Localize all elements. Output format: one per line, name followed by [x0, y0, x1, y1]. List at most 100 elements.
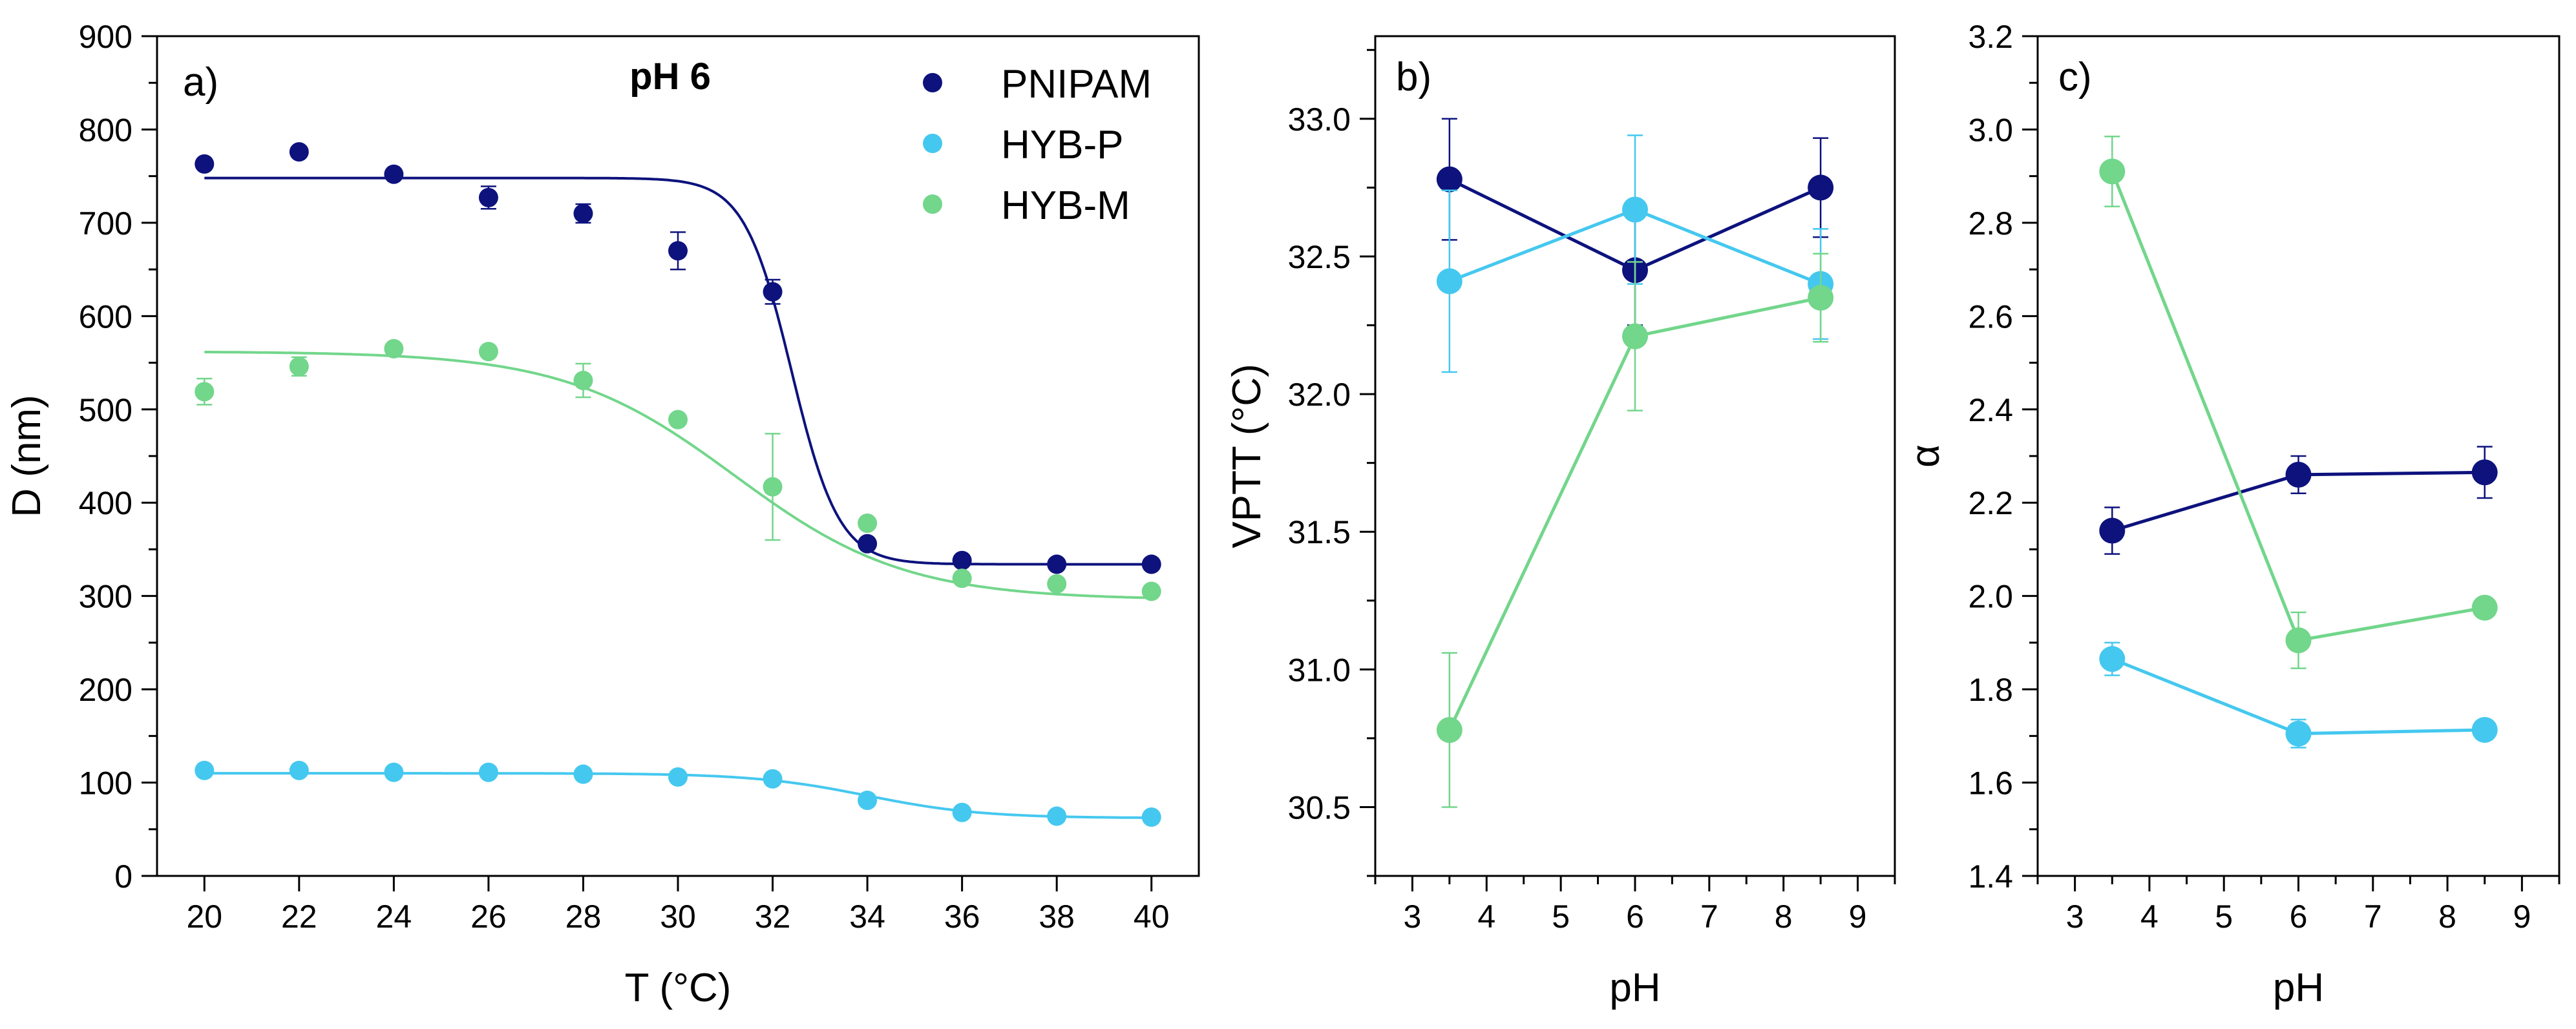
x-axis-title: T (°C) — [625, 966, 732, 1010]
data-point — [478, 762, 498, 782]
series-hyb-m — [1436, 253, 1834, 808]
data-point — [573, 203, 593, 223]
y-tick-label: 31.0 — [1288, 652, 1351, 688]
y-tick-label: 900 — [79, 19, 132, 55]
y-tick-label: 700 — [79, 205, 132, 242]
x-tick-label: 7 — [1700, 899, 1718, 935]
data-point — [858, 791, 878, 810]
data-point — [384, 762, 404, 782]
data-point — [289, 357, 309, 377]
x-tick-label: 4 — [1477, 899, 1495, 935]
data-point — [573, 764, 593, 784]
y-tick-label: 2.0 — [1968, 579, 2013, 615]
data-point — [668, 767, 688, 787]
x-tick-label: 7 — [2364, 899, 2382, 935]
chart-panel-1: 20 22 24 26 28 30 32 34 36 38 40010020030040050060… — [5, 19, 1200, 1010]
y-tick-label: 1.8 — [1968, 672, 2013, 708]
ph-annotation: pH 6 — [629, 56, 711, 98]
x-tick-label: 24 — [376, 899, 412, 935]
data-point — [1436, 268, 1462, 295]
x-tick-label: 26 — [470, 899, 507, 935]
chart-panel-2: 3 4 5 6 7 8 9 30.5 31.0 31.5 32.0 32.5 33.0 pH VPTT (°… — [1225, 35, 1896, 1010]
y-tick-label: 800 — [79, 112, 132, 148]
x-tick-label: 9 — [1849, 899, 1867, 935]
y-tick-label: 32.5 — [1288, 239, 1351, 275]
data-point — [1047, 574, 1067, 594]
legend-label: HYB-M — [1001, 183, 1130, 228]
fit-curve — [204, 351, 1152, 599]
x-tick-label: 5 — [1552, 899, 1570, 935]
data-point — [289, 142, 309, 162]
data-point — [2285, 461, 2312, 488]
panel-label: a) — [183, 60, 218, 105]
series-hyb-p — [2099, 641, 2498, 749]
data-point — [195, 382, 215, 402]
data-point — [2471, 594, 2498, 621]
data-point — [2099, 158, 2126, 185]
series-pnipam — [195, 142, 1161, 574]
y-tick-label: 30.5 — [1288, 789, 1351, 826]
y-tick-label: 400 — [79, 485, 132, 521]
x-tick-label: 22 — [281, 899, 317, 935]
y-tick-label: 500 — [79, 392, 132, 428]
data-point — [1622, 196, 1648, 223]
series-line — [2110, 171, 2486, 643]
y-axis-title: D (nm) — [5, 395, 49, 517]
y-tick-label: 600 — [79, 298, 132, 335]
y-tick-label: 31.5 — [1288, 514, 1351, 550]
data-point — [763, 282, 783, 302]
data-point — [384, 164, 404, 184]
data-point — [384, 338, 404, 359]
legend-label: PNIPAM — [1001, 62, 1152, 107]
panel-label: c) — [2058, 55, 2092, 99]
legend-marker — [923, 194, 942, 214]
data-point — [668, 241, 688, 261]
x-axis-title: pH — [1609, 966, 1660, 1010]
data-point — [858, 534, 878, 554]
series-hyb-p — [195, 760, 1161, 827]
data-point — [478, 342, 498, 362]
x-tick-label: 3 — [1404, 899, 1422, 935]
data-point — [858, 514, 878, 533]
x-tick-label: 9 — [2513, 899, 2531, 935]
x-axis-title: pH — [2273, 966, 2324, 1010]
y-tick-label: 100 — [79, 765, 132, 802]
data-point — [2099, 517, 2126, 544]
x-tick-label: 5 — [2215, 899, 2233, 935]
y-tick-label: 3.0 — [1968, 112, 2013, 148]
y-tick-label: 33.0 — [1288, 101, 1351, 138]
x-tick-label: 20 — [186, 899, 222, 935]
y-axis-title: α — [1903, 444, 1948, 468]
y-tick-label: 0 — [114, 858, 132, 895]
data-point — [2099, 646, 2126, 672]
data-point — [478, 187, 498, 207]
y-tick-label: 2.2 — [1968, 485, 2013, 521]
x-tick-label: 32 — [755, 899, 791, 935]
x-tick-label: 6 — [2290, 899, 2308, 935]
data-point — [1141, 807, 1161, 827]
legend: PNIPAM HYB-P HYB-M — [923, 62, 1152, 228]
data-point — [289, 760, 309, 780]
y-tick-label: 2.6 — [1968, 298, 2013, 335]
data-point — [952, 550, 972, 570]
data-point — [1436, 166, 1462, 192]
series-hyb-m — [2099, 136, 2498, 669]
data-point — [668, 410, 688, 430]
data-point — [1808, 174, 1834, 201]
data-point — [763, 477, 783, 497]
y-tick-label: 300 — [79, 579, 132, 615]
data-point — [1047, 554, 1067, 574]
legend-marker — [923, 73, 942, 92]
series-pnipam — [2099, 446, 2498, 555]
x-tick-label: 38 — [1039, 899, 1075, 935]
data-point — [1436, 717, 1462, 743]
data-point — [1141, 554, 1161, 574]
data-point — [952, 568, 972, 588]
y-tick-label: 3.2 — [1968, 19, 2013, 55]
y-tick-label: 32.0 — [1288, 377, 1351, 413]
y-axis-title: VPTT (°C) — [1225, 364, 1269, 548]
x-tick-label: 6 — [1626, 899, 1644, 935]
data-point — [763, 769, 783, 789]
legend-label: HYB-P — [1001, 123, 1123, 167]
